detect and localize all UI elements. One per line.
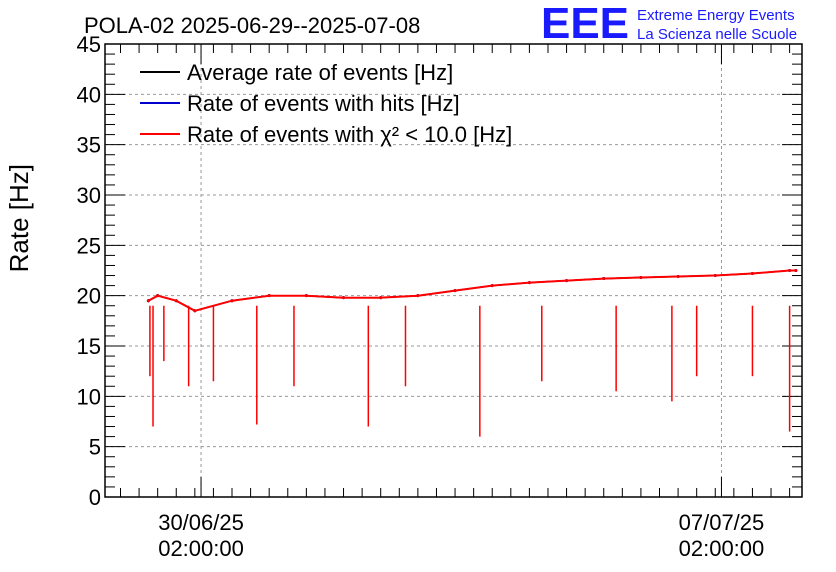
chart-title: POLA-02 2025-06-29--2025-07-08	[84, 13, 420, 38]
logo-line-2: La Scienza nelle Scuole	[637, 26, 797, 43]
series-point-2	[527, 281, 531, 285]
series-point-2	[267, 294, 271, 298]
x-tick-label-time: 02:00:00	[679, 536, 765, 561]
y-tick-label: 20	[77, 284, 101, 309]
y-tick-label: 10	[77, 384, 101, 409]
y-tick-label: 45	[77, 32, 101, 57]
series-point-2	[639, 276, 643, 280]
series-point-2	[794, 269, 798, 272]
x-tick-label-date: 30/06/25	[158, 510, 244, 535]
grid-layer	[105, 44, 802, 497]
series-point-2	[156, 294, 160, 298]
series-point-2	[379, 296, 383, 300]
series-point-2	[230, 299, 234, 303]
series-point-2	[174, 299, 178, 303]
eee-logo: EEE	[541, 0, 629, 48]
legend: Average rate of events [Hz] Rate of even…	[140, 60, 512, 147]
series-layer	[146, 269, 798, 437]
series-point-2	[453, 289, 457, 293]
y-tick-label: 0	[89, 485, 101, 510]
series-point-2	[146, 299, 150, 303]
legend-label-average: Average rate of events [Hz]	[187, 60, 453, 85]
series-point-2	[304, 294, 308, 298]
legend-label-hits: Rate of events with hits [Hz]	[187, 91, 460, 116]
y-tick-label: 15	[77, 334, 101, 359]
plot-frame	[104, 43, 803, 498]
x-tick-label-date: 07/07/25	[679, 510, 765, 535]
y-axis-label: Rate [Hz]	[4, 164, 34, 272]
logo-line-1: Extreme Energy Events	[637, 7, 795, 24]
series-point-2	[676, 275, 680, 279]
series-point-2	[342, 296, 346, 300]
series-point-2	[750, 272, 754, 276]
y-axis: 0 5 10 15 20 25 30 35 40 45	[77, 32, 802, 510]
series-point-2	[565, 279, 569, 283]
legend-label-chi2: Rate of events with χ² < 10.0 [Hz]	[187, 122, 512, 147]
y-tick-label: 35	[77, 133, 101, 158]
series-point-2	[788, 269, 792, 272]
y-tick-label: 25	[77, 233, 101, 258]
series-line-2	[147, 269, 796, 312]
series-point-2	[602, 277, 606, 281]
y-tick-label: 40	[77, 82, 101, 107]
series-point-2	[193, 309, 197, 313]
series-point-2	[713, 274, 717, 278]
y-tick-label: 5	[89, 435, 101, 460]
x-tick-label-time: 02:00:00	[158, 536, 244, 561]
series-point-2	[416, 294, 420, 298]
y-tick-label: 30	[77, 183, 101, 208]
series-point-2	[490, 284, 494, 288]
